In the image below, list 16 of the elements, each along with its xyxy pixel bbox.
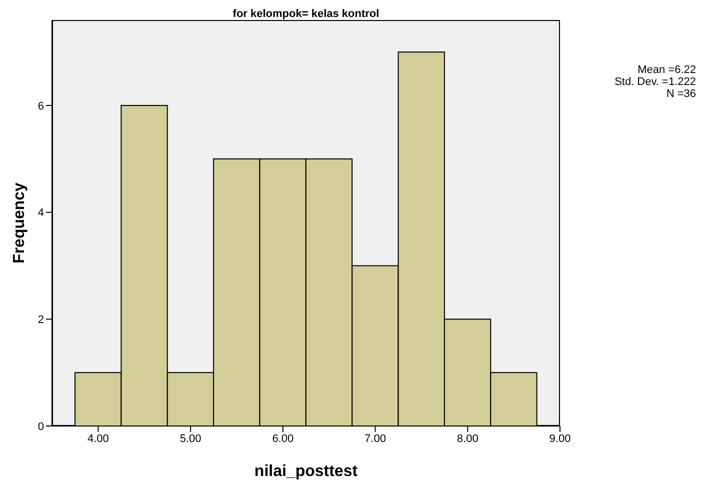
y-tick-label: 4	[38, 207, 44, 220]
x-tick-label: 7.00	[364, 432, 386, 445]
y-tick-label: 0	[38, 420, 44, 433]
x-tick-label: 5.00	[180, 432, 202, 445]
x-tick-label: 8.00	[456, 432, 478, 445]
y-tick-label: 2	[38, 314, 44, 326]
x-tick-label: 9.00	[549, 432, 571, 445]
x-tick-label: 4.00	[87, 432, 109, 445]
y-tick-label: 6	[38, 100, 44, 112]
chart-title: for kelompok= kelas kontrol	[232, 8, 380, 20]
text: N =36	[665, 88, 696, 100]
x-axis-title: nilai_posttest	[254, 463, 358, 480]
text: Mean =6.22	[636, 64, 696, 76]
text: Std. Dev. =1.222	[614, 76, 696, 88]
y-axis-title: Frequency	[11, 182, 28, 264]
x-tick-label: 6.00	[272, 432, 294, 445]
